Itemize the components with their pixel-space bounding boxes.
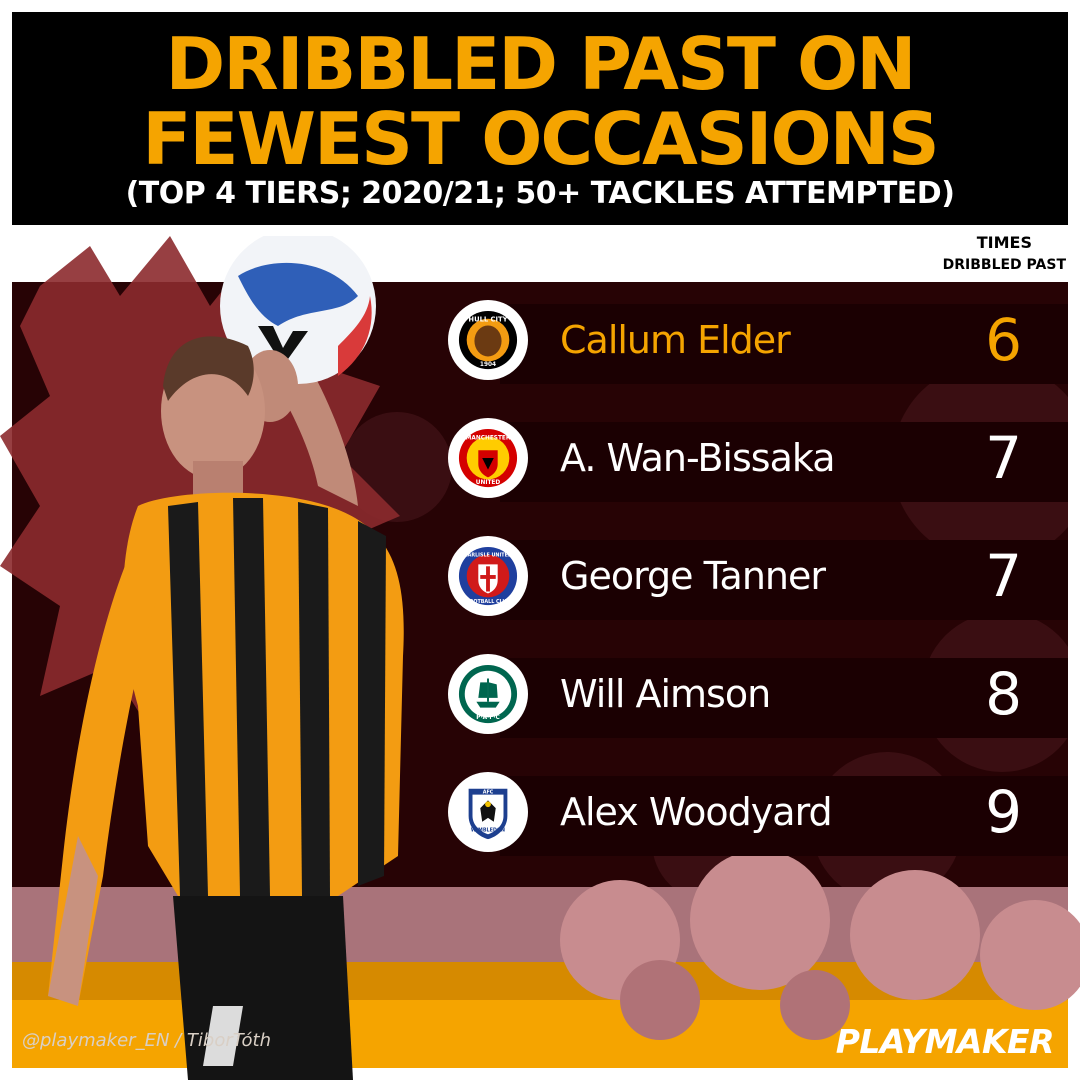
badge-text: FOOTBALL CLUB (466, 599, 510, 605)
badge-text: AFC (483, 790, 494, 796)
manchester-united-badge-icon: MANCHESTER UNITED (448, 418, 528, 498)
player-value: 8 (985, 660, 1022, 728)
player-name: Alex Woodyard (560, 790, 833, 834)
player-value: 6 (985, 306, 1022, 374)
decorative-dot (850, 870, 980, 1000)
plymouth-argyle-badge-icon: P·A·F·C (448, 654, 528, 734)
row-background (500, 776, 1068, 856)
badge-text: UNITED (476, 480, 501, 486)
row-background (500, 304, 1068, 384)
row-background (500, 540, 1068, 620)
badge-text: CARLISLE UNITED (464, 553, 512, 559)
badge-text: MANCHESTER (466, 436, 511, 442)
player-name: A. Wan-Bissaka (560, 436, 835, 480)
title-block: DRIBBLED PAST ON FEWEST OCCASIONS (TOP 4… (12, 12, 1068, 225)
hull-city-badge-icon: HULL CITY 1904 (448, 300, 528, 380)
list-item: CARLISLE UNITED FOOTBALL CLUB George Tan… (440, 522, 1068, 632)
afc-wimbledon-badge-icon: AFC WIMBLEDON (448, 772, 528, 852)
badge-text: 1904 (480, 362, 496, 368)
decorative-dot (620, 960, 700, 1040)
row-background (500, 658, 1068, 738)
list-item: P·A·F·C Will Aimson 8 (440, 640, 1068, 750)
list-item: HULL CITY 1904 Callum Elder 6 (440, 286, 1068, 396)
player-name: Will Aimson (560, 672, 771, 716)
brand-logo: PLAYMAKER (835, 1022, 1055, 1061)
player-name: Callum Elder (560, 318, 791, 362)
column-header: TIMES DRIBBLED PAST (886, 232, 1066, 276)
decorative-dot (980, 900, 1080, 1010)
badge-text: P·A·F·C (476, 715, 500, 721)
carlisle-united-badge-icon: CARLISLE UNITED FOOTBALL CLUB (448, 536, 528, 616)
decorative-dot (690, 850, 830, 990)
title-line-1: DRIBBLED PAST ON (165, 22, 916, 106)
badge-text: HULL CITY (468, 316, 507, 324)
credit-text: @playmaker_EN / TiborTóth (22, 1030, 272, 1051)
decorative-dot (780, 970, 850, 1040)
player-value: 9 (985, 778, 1022, 846)
column-header-line-1: TIMES (976, 233, 1032, 252)
player-value: 7 (985, 424, 1022, 492)
player-photo: . (48, 236, 404, 1080)
player-name: George Tanner (560, 554, 826, 598)
list-item: AFC WIMBLEDON Alex Woodyard 9 (440, 758, 1068, 868)
badge-text: WIMBLEDON (471, 827, 505, 833)
row-background (500, 422, 1068, 502)
column-header-line-2: DRIBBLED PAST (942, 257, 1066, 273)
subtitle: (TOP 4 TIERS; 2020/21; 50+ TACKLES ATTEM… (125, 176, 955, 211)
list-item: MANCHESTER UNITED A. Wan-Bissaka 7 (440, 404, 1068, 514)
title-line-2: FEWEST OCCASIONS (142, 97, 940, 181)
player-value: 7 (985, 542, 1022, 610)
